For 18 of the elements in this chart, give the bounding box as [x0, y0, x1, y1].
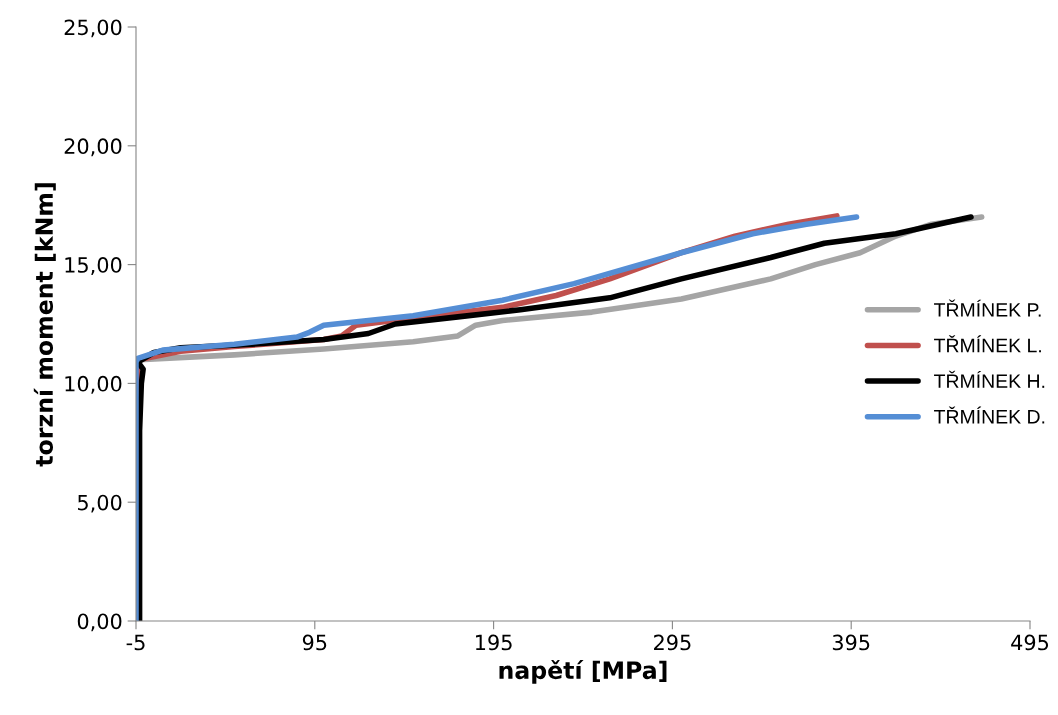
y-tick-label: 15,00	[65, 257, 122, 275]
x-tick-label: 395	[832, 634, 870, 651]
y-tick-label: 10,00	[65, 375, 122, 394]
y-tick-label: 20,00	[64, 138, 122, 157]
legend-label: TŘMÍNEK P.	[934, 299, 1041, 317]
y-axis-title: torzní moment [kNm]	[33, 183, 56, 467]
x-tick-label: 295	[654, 634, 691, 651]
x-tick-label: 95	[302, 634, 327, 651]
legend-label: TŘMÍNEK H.	[934, 370, 1045, 388]
x-tick-label: -5	[126, 634, 145, 651]
x-axis-title: napětí [MPa]	[499, 659, 667, 684]
legend-label: TŘMÍNEK L.	[934, 335, 1041, 353]
y-tick-label: 5,00	[78, 494, 122, 513]
y-tick-label: 25,00	[64, 19, 122, 38]
legend-label: TŘMÍNEK D.	[934, 406, 1045, 424]
x-tick-label: 195	[476, 634, 512, 651]
y-tick-label: 0,00	[77, 613, 122, 632]
x-tick-label: 495	[1011, 634, 1049, 651]
